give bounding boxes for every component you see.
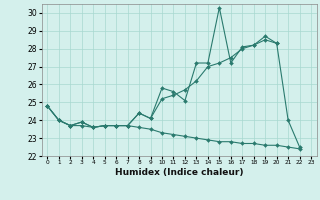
X-axis label: Humidex (Indice chaleur): Humidex (Indice chaleur): [115, 168, 244, 177]
